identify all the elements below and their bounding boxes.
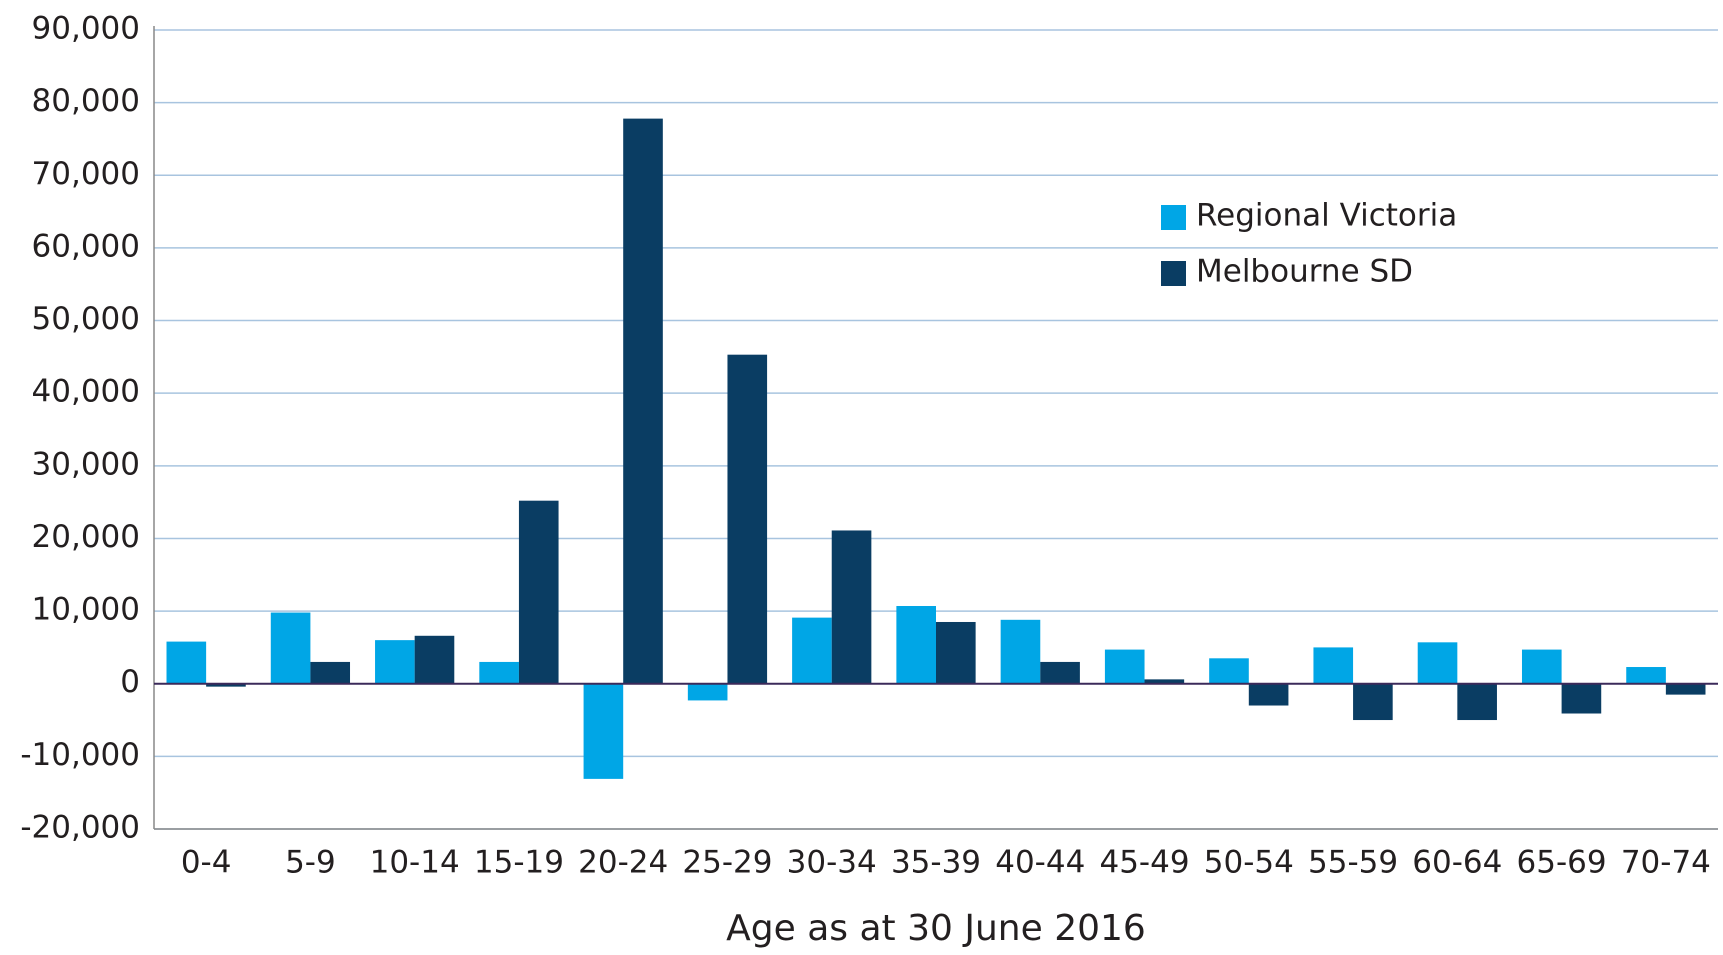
y-tick-label: 30,000 [32,446,140,482]
x-tick-label: 65-69 [1517,845,1607,881]
x-tick-label: 25-29 [682,845,772,881]
y-tick-label: -10,000 [20,737,140,773]
legend-label: Regional Victoria [1196,198,1457,234]
bar [831,530,872,684]
x-tick-label: 30-34 [787,845,877,881]
x-tick-label: 55-59 [1308,845,1398,881]
y-tick-label: 20,000 [32,519,140,555]
bar [583,683,624,779]
bar [1209,658,1249,684]
bar [792,617,832,684]
bar [518,500,559,684]
x-tick-label: 40-44 [995,845,1085,881]
y-tick-label: 70,000 [32,156,140,192]
x-tick-label: 50-54 [1204,845,1294,881]
bar [727,354,768,684]
y-tick-label: 0 [120,664,140,700]
bar [1000,619,1041,684]
bar [1521,649,1562,684]
x-axis-label: Age as at 30 June 2016 [726,908,1146,949]
bar [1417,642,1458,684]
bar [375,640,415,684]
bar [1248,683,1289,706]
bar [1665,683,1706,695]
bar [1457,683,1497,721]
bar [1144,679,1185,684]
bar [1561,683,1602,714]
x-tick-label: 45-49 [1099,845,1189,881]
bar [936,621,976,684]
y-tick-label: 80,000 [32,83,140,119]
bar [414,635,455,684]
x-tick-label: 5-9 [285,845,336,881]
legend-swatch [1161,205,1186,230]
y-tick-label: -20,000 [20,810,140,846]
bar [479,661,519,684]
bar [270,612,311,684]
bar [1040,661,1080,684]
y-tick-label: 40,000 [32,374,140,410]
x-tick-label: 0-4 [181,845,232,881]
bar [166,641,207,684]
bar [1353,683,1393,721]
bar [687,683,728,701]
x-tick-label: 35-39 [891,845,981,881]
x-tick-label: 20-24 [578,845,668,881]
y-tick-label: 60,000 [32,228,140,264]
x-tick-label: 15-19 [474,845,564,881]
bar [896,606,936,684]
legend-swatch [1161,261,1186,286]
bar [1104,649,1145,684]
bar [1313,647,1354,684]
x-tick-label: 70-74 [1621,845,1711,881]
x-tick-label: 60-64 [1412,845,1502,881]
x-tick-label: 10-14 [370,845,460,881]
bar [623,118,663,684]
y-tick-label: 50,000 [32,301,140,337]
bar [1626,667,1666,684]
bar [310,661,351,684]
y-tick-label: 90,000 [32,11,140,47]
y-tick-label: 10,000 [32,592,140,628]
legend-label: Melbourne SD [1196,254,1413,290]
bar [206,683,246,687]
